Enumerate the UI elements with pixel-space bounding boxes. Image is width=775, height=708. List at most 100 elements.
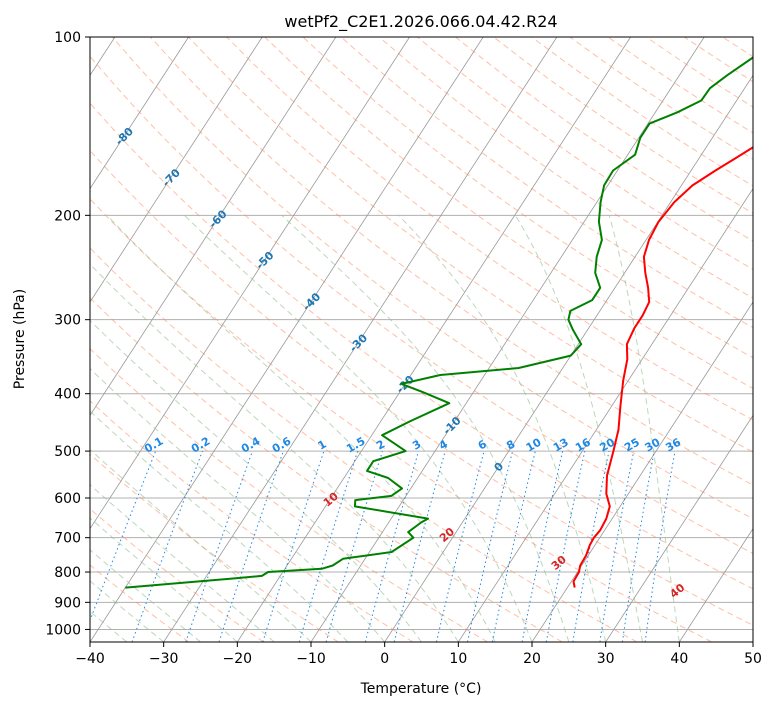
isotherm-label: -50 [253, 249, 276, 272]
moist-adiabat-line [90, 263, 459, 642]
dry-adiabat-label: 20 [437, 525, 457, 545]
dry-adiabat-line [607, 37, 753, 134]
isotherm-line [163, 37, 558, 642]
dry-adiabat-line [493, 37, 753, 214]
isotherm-line [90, 37, 484, 642]
isotherm-label: -60 [206, 207, 229, 230]
x-tick-label: −10 [296, 651, 326, 667]
dry-adiabat-line [378, 37, 753, 299]
mixing-ratio-line [262, 450, 325, 642]
mixing-ratio-label: 16 [573, 435, 593, 454]
dry-adiabat-line [645, 37, 753, 108]
mixing-ratio-label: 6 [476, 437, 489, 452]
y-tick-label: 300 [54, 313, 81, 329]
isotherm-label: -10 [440, 414, 463, 437]
isotherm-line [752, 641, 753, 642]
dry-adiabat-label: 30 [549, 553, 569, 573]
isotherm-line [678, 527, 753, 642]
y-axis-label: Pressure (hPa) [12, 289, 28, 389]
moist-adiabat-line [90, 319, 422, 642]
dry-adiabat-line [90, 247, 638, 642]
mixing-ratio-label: 3 [410, 438, 423, 453]
moist-adiabat-line [90, 580, 165, 642]
isotherm-label: -70 [160, 166, 183, 189]
mixing-ratio-line [298, 450, 359, 642]
background-lines [90, 37, 775, 642]
mixing-ratio-line [90, 450, 157, 622]
dry-adiabat-line [90, 198, 712, 642]
dry-adiabat-line [90, 400, 414, 642]
x-tick-label: 30 [597, 651, 615, 667]
x-tick-label: 40 [670, 651, 688, 667]
moist-adiabat-line [90, 410, 349, 642]
dry-adiabat-line [302, 37, 753, 359]
dry-adiabat-label: 40 [667, 581, 687, 601]
x-tick-label: −20 [223, 651, 253, 667]
moist-adiabat-line [608, 215, 680, 642]
mixing-ratio-label: 0.4 [239, 434, 263, 455]
mixing-ratio-line [599, 451, 635, 642]
mixing-ratio-label: 25 [622, 436, 642, 455]
dry-adiabat-line [226, 37, 753, 421]
isotherm-line [605, 414, 753, 642]
line-labels: 0.1 0.2 0.4 0.6 1 1.5 2 3 4 6 8 10 13 16 20 25 30 36-100-… [17, 39, 688, 601]
dry-adiabat-line [90, 55, 753, 554]
isotherm-label: 0 [492, 460, 507, 475]
y-tick-label: 400 [54, 387, 81, 403]
mixing-ratio-line [491, 450, 536, 642]
mixing-ratio-label: 13 [551, 436, 571, 455]
series-layer [125, 56, 753, 589]
moist-adiabat-line [106, 214, 496, 642]
dry-adiabat-line [761, 37, 775, 642]
plot-frame [89, 36, 754, 643]
dry-adiabat-line [90, 348, 488, 642]
y-tick-label: 1000 [45, 622, 81, 638]
dry-adiabat-line [90, 508, 264, 642]
dry-adiabat-line [340, 37, 753, 329]
dewpoint-profile-line [125, 56, 753, 589]
y-tick-label: 500 [54, 444, 81, 460]
mixing-ratio-label: 30 [643, 435, 663, 454]
mixing-ratio-line [325, 450, 383, 642]
moist-adiabat-line [90, 448, 312, 642]
x-tick-label: 20 [523, 651, 541, 667]
isotherm-label: -80 [113, 125, 136, 148]
dry-adiabat-line [150, 37, 753, 486]
dry-adiabat-line [416, 37, 753, 270]
mixing-ratio-label: 4 [437, 437, 450, 452]
mixing-ratio-line [393, 450, 446, 642]
dry-adiabat-line [90, 149, 753, 626]
isotherm-label: -30 [347, 331, 370, 354]
dry-adiabat-line [90, 453, 339, 642]
mixing-ratio-label: 8 [504, 438, 517, 453]
y-tick-label: 600 [54, 491, 81, 507]
x-tick-label: 10 [449, 651, 467, 667]
mixing-ratio-label: 10 [524, 435, 544, 454]
mixing-ratio-label: 0.6 [270, 434, 294, 455]
isotherm-line [531, 301, 753, 642]
moist-adiabat-line [514, 215, 643, 642]
y-tick-label: 700 [54, 531, 81, 547]
chart-title: wetPf2_C2E1.2026.066.04.42.R24 [284, 12, 557, 32]
moist-adiabat-line [281, 214, 570, 642]
x-tick-label: 50 [744, 651, 762, 667]
x-tick-label: −30 [149, 651, 179, 667]
temperature-profile-line [572, 146, 753, 588]
isotherm-line [90, 37, 263, 303]
mixing-ratio-label: 36 [663, 435, 683, 454]
isotherm-label: -100 [17, 39, 46, 68]
isotherm-line [90, 37, 410, 530]
dry-adiabat-line [90, 102, 753, 590]
isotherm-line [236, 37, 631, 642]
x-axis-label: Temperature (°C) [360, 681, 482, 697]
mixing-ratio-label: 0.1 [142, 435, 165, 456]
dry-adiabat-line [683, 37, 753, 83]
isotherm-line [90, 37, 337, 417]
y-axis: 100 200 300 400 500 600 700 800 900 1000 [45, 30, 90, 638]
isotherm-line [457, 187, 753, 642]
moist-adiabat-line [90, 517, 238, 642]
dry-adiabat-line [722, 37, 753, 58]
x-tick-label: −40 [75, 651, 105, 667]
dry-adiabat-line [264, 37, 753, 390]
